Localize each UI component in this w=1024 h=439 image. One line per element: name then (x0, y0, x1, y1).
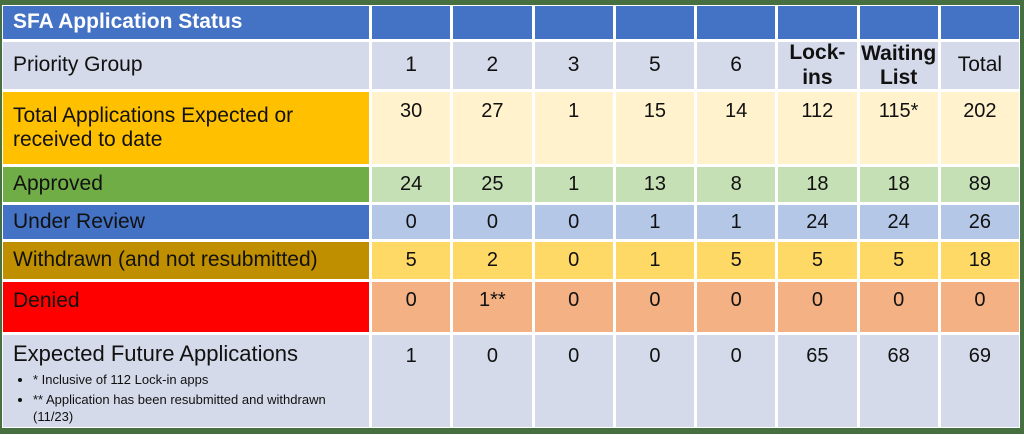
cell-value: 89 (940, 167, 1019, 202)
cell-value: 0 (697, 335, 776, 427)
cell-value: 26 (940, 205, 1019, 239)
cell-value: 15 (615, 92, 694, 164)
row-label: Withdrawn (and not resubmitted) (3, 242, 369, 279)
row-label: Denied (3, 282, 369, 332)
cell-value: 18 (859, 167, 938, 202)
footnote-resubmitted: ** Application has been resubmitted and … (33, 391, 363, 426)
cell-value: 0 (859, 282, 938, 332)
header-spacer-cell (372, 6, 451, 39)
cell-value: 0 (453, 205, 532, 239)
cell-value: 24 (859, 205, 938, 239)
row-label: Total Applications Expected or received … (3, 92, 369, 164)
cell-value: 14 (697, 92, 776, 164)
header-spacer-cell (534, 6, 613, 39)
row-label: Under Review (3, 205, 369, 239)
row-label: Expected Future Applications (13, 341, 298, 366)
header-spacer-cell (697, 6, 776, 39)
cell-value: 112 (778, 92, 857, 164)
cell-value: 24 (778, 205, 857, 239)
cell-value: 1 (615, 242, 694, 279)
cell-value: 0 (534, 242, 613, 279)
cell-value: 5 (697, 242, 776, 279)
cell-value: 0 (534, 205, 613, 239)
cell-value: 0 (453, 335, 532, 427)
cell-value: 0 (372, 282, 451, 332)
column-header-total: Total (940, 42, 1019, 89)
header-spacer-cell (615, 6, 694, 39)
row-label-with-footnotes: Expected Future Applications * Inclusive… (3, 335, 369, 427)
column-header-6: 6 (697, 42, 776, 89)
header-spacer-cell (859, 6, 938, 39)
cell-value: 1 (372, 335, 451, 427)
column-header-2: 2 (453, 42, 532, 89)
row-label: Approved (3, 167, 369, 202)
cell-value: 1 (534, 92, 613, 164)
cell-value: 27 (453, 92, 532, 164)
column-header-3: 3 (534, 42, 613, 89)
cell-value: 25 (453, 167, 532, 202)
cell-value: 0 (534, 282, 613, 332)
cell-value: 18 (940, 242, 1019, 279)
cell-value: 5 (859, 242, 938, 279)
header-spacer-cell (778, 6, 857, 39)
footnote-lockin-apps: * Inclusive of 112 Lock-in apps (33, 371, 363, 389)
table-title: SFA Application Status (3, 6, 369, 39)
cell-value: 0 (697, 282, 776, 332)
column-header-1: 1 (372, 42, 451, 89)
cell-value: 5 (778, 242, 857, 279)
cell-value: 65 (778, 335, 857, 427)
cell-value: 68 (859, 335, 938, 427)
cell-value: 5 (372, 242, 451, 279)
cell-value: 1 (534, 167, 613, 202)
column-header-lockins: Lock-ins (778, 42, 857, 89)
cell-value: 1 (615, 205, 694, 239)
cell-value: 18 (778, 167, 857, 202)
header-spacer-cell (453, 6, 532, 39)
cell-value: 30 (372, 92, 451, 164)
column-header-5: 5 (615, 42, 694, 89)
priority-group-label: Priority Group (3, 42, 369, 89)
cell-value: 0 (778, 282, 857, 332)
cell-value: 1 (697, 205, 776, 239)
header-spacer-cell (940, 6, 1019, 39)
cell-value: 69 (940, 335, 1019, 427)
cell-value: 13 (615, 167, 694, 202)
cell-value: 0 (372, 205, 451, 239)
cell-value: 24 (372, 167, 451, 202)
cell-value: 202 (940, 92, 1019, 164)
cell-value: 8 (697, 167, 776, 202)
cell-value: 1** (453, 282, 532, 332)
cell-value: 115* (859, 92, 938, 164)
column-header-waiting-list: Waiting List (859, 42, 938, 89)
cell-value: 0 (615, 282, 694, 332)
cell-value: 0 (940, 282, 1019, 332)
cell-value: 0 (615, 335, 694, 427)
cell-value: 2 (453, 242, 532, 279)
footnote-list: * Inclusive of 112 Lock-in apps ** Appli… (13, 371, 363, 427)
cell-value: 0 (534, 335, 613, 427)
